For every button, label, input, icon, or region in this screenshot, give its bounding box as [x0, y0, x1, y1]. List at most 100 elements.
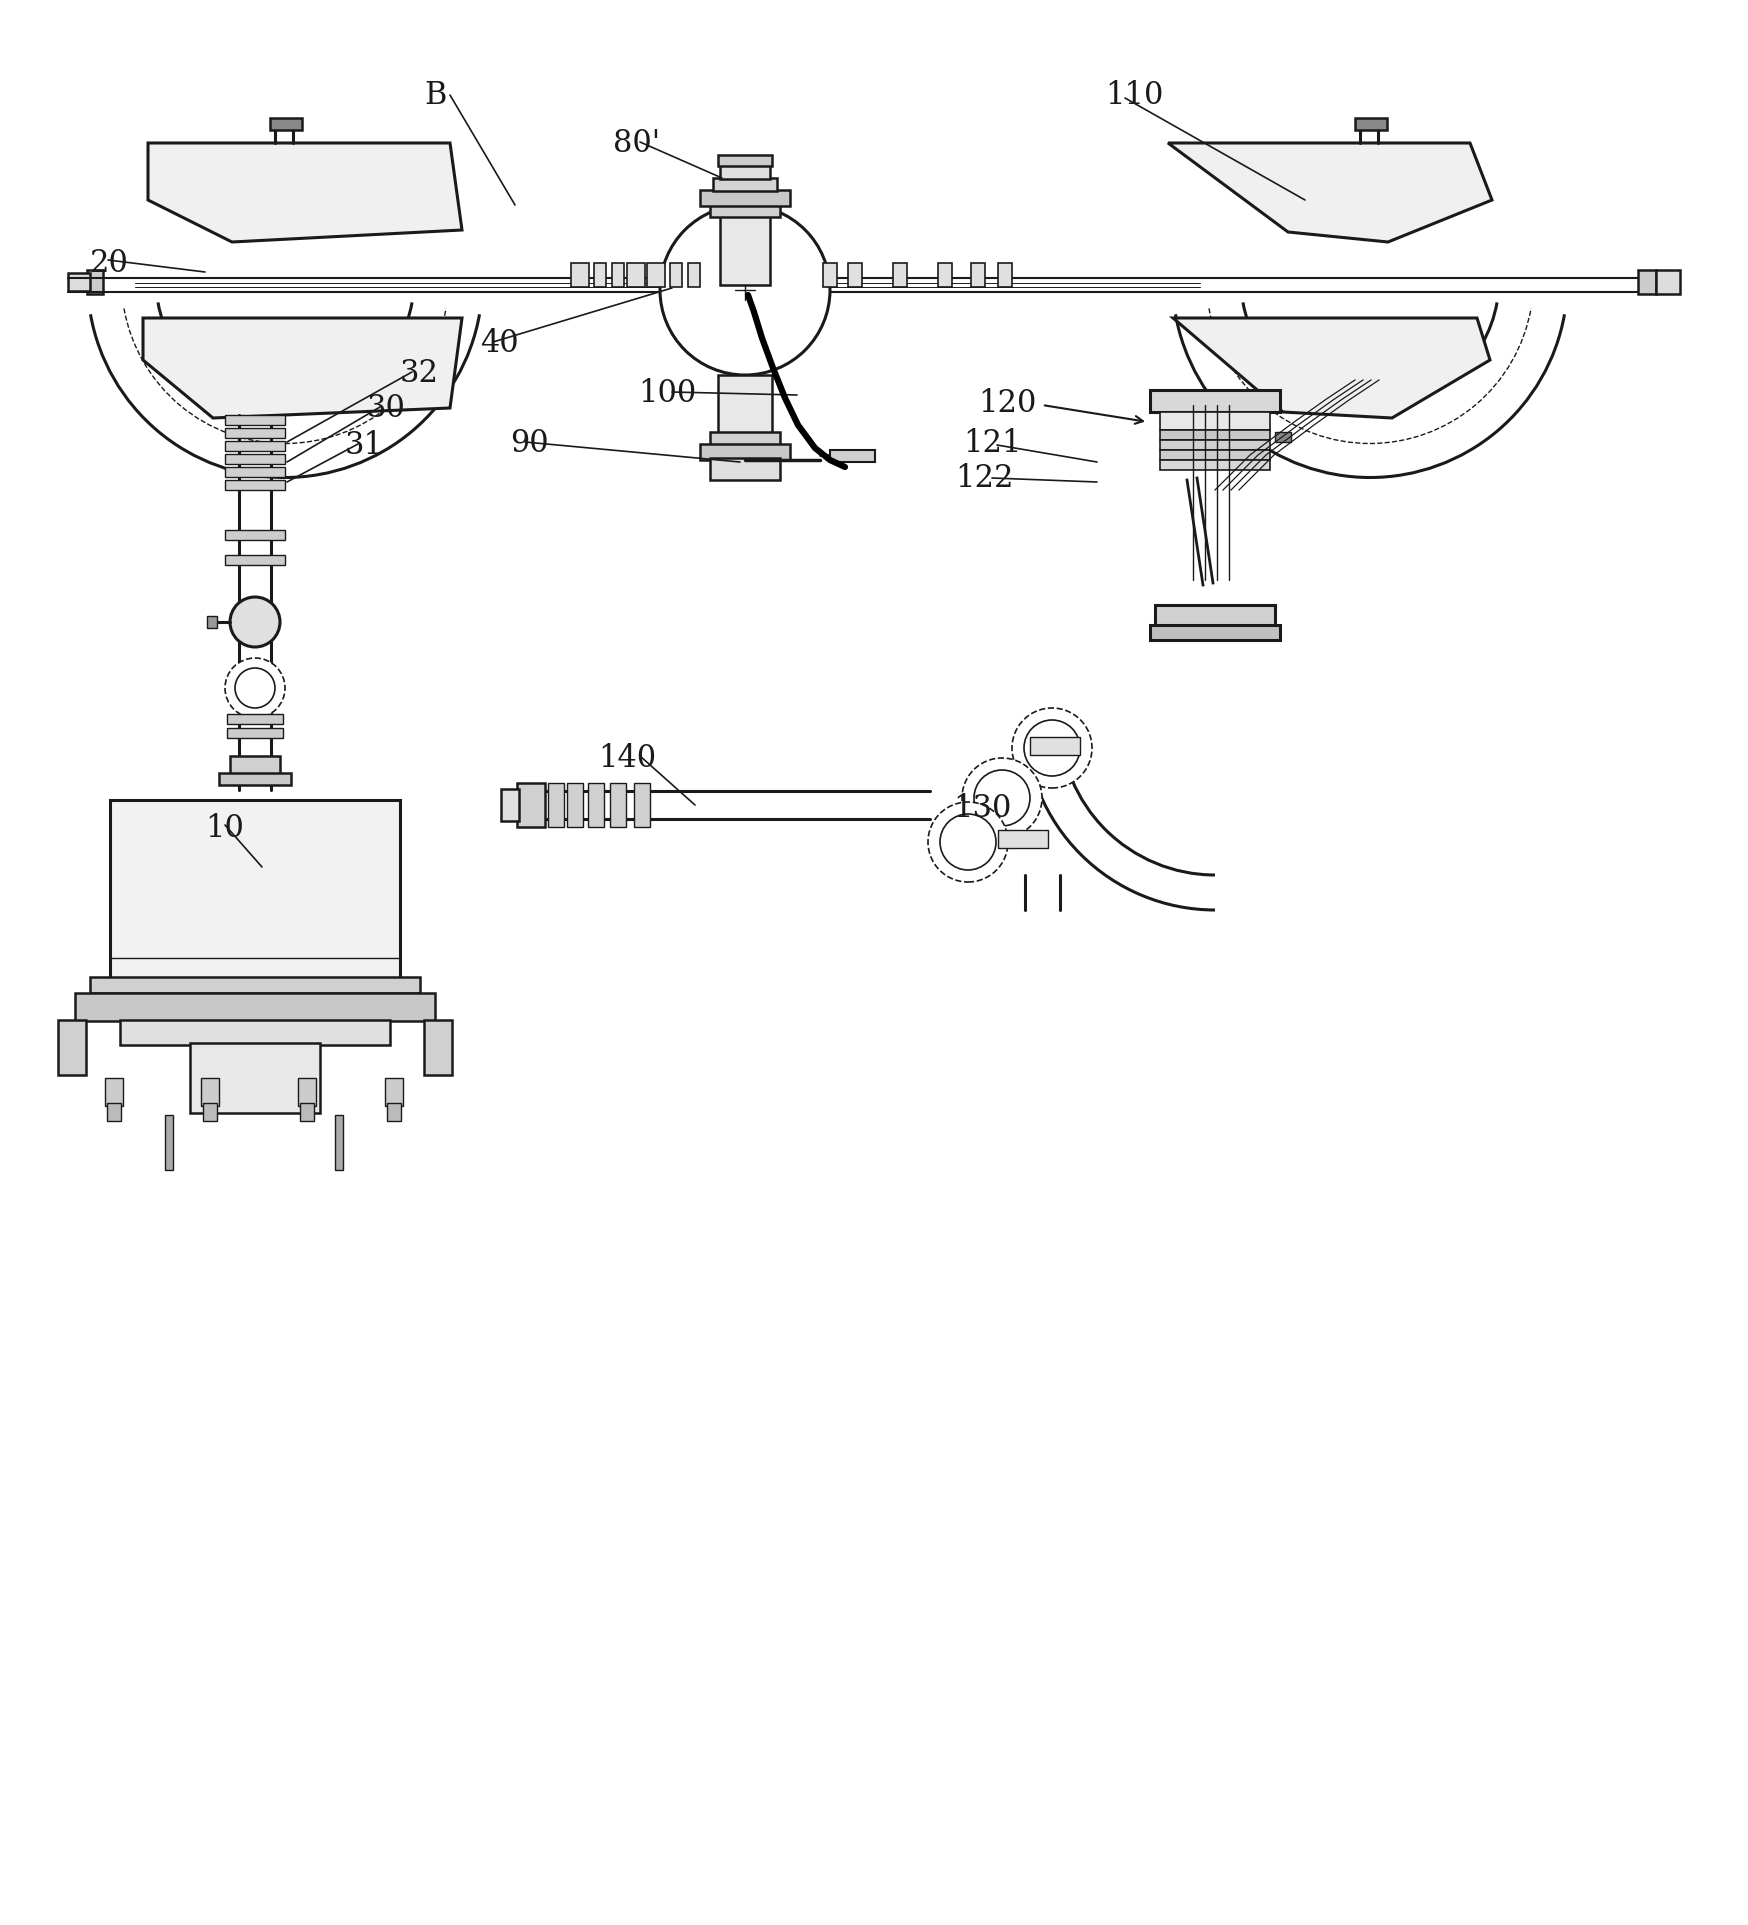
Bar — [225, 427, 285, 439]
Text: 80': 80' — [614, 127, 661, 160]
Bar — [121, 1020, 390, 1045]
Bar — [628, 264, 645, 287]
Circle shape — [225, 658, 285, 718]
Text: 32: 32 — [400, 358, 439, 389]
Polygon shape — [149, 142, 461, 243]
Text: 40: 40 — [481, 327, 519, 358]
Circle shape — [661, 204, 830, 375]
Bar — [1155, 604, 1274, 628]
Text: 122: 122 — [954, 464, 1014, 495]
Bar — [699, 191, 790, 206]
Bar — [1150, 391, 1280, 412]
Bar — [1274, 431, 1292, 443]
Circle shape — [231, 597, 280, 647]
Bar — [1161, 460, 1271, 470]
Bar — [612, 264, 624, 287]
Bar — [87, 270, 103, 295]
Circle shape — [928, 803, 1009, 882]
Bar — [1161, 441, 1271, 450]
Bar — [218, 774, 290, 785]
Bar — [68, 273, 89, 291]
Text: 31: 31 — [344, 429, 385, 460]
Bar — [587, 783, 605, 828]
Bar — [225, 529, 285, 541]
Circle shape — [1012, 708, 1092, 787]
Bar — [164, 1115, 173, 1170]
Bar — [610, 783, 626, 828]
Bar — [718, 156, 773, 166]
Bar — [710, 458, 780, 479]
Bar — [710, 431, 780, 447]
Bar — [720, 166, 771, 179]
Bar — [1355, 117, 1386, 131]
Bar — [502, 789, 519, 820]
Polygon shape — [1173, 318, 1489, 418]
Bar — [1161, 429, 1271, 441]
Text: 20: 20 — [89, 248, 129, 279]
Bar — [713, 177, 778, 191]
Bar — [206, 616, 217, 628]
Bar — [201, 1078, 218, 1107]
Bar — [970, 264, 986, 287]
Bar — [227, 714, 283, 724]
Bar — [699, 445, 790, 460]
Bar — [549, 783, 565, 828]
Bar — [893, 264, 907, 287]
Polygon shape — [1168, 142, 1493, 243]
Text: 130: 130 — [953, 793, 1012, 824]
Bar — [939, 264, 953, 287]
Bar — [110, 801, 400, 986]
Bar — [105, 1078, 122, 1107]
Bar — [594, 264, 607, 287]
Circle shape — [961, 758, 1042, 837]
Text: 121: 121 — [963, 427, 1021, 458]
Bar — [517, 783, 545, 828]
Bar — [269, 117, 302, 131]
Bar — [425, 1020, 453, 1074]
Bar — [58, 1020, 86, 1074]
Bar — [1150, 626, 1280, 639]
Bar — [1161, 450, 1271, 460]
Bar — [297, 1078, 316, 1107]
Text: 110: 110 — [1105, 81, 1164, 112]
Text: 10: 10 — [205, 812, 245, 843]
Bar — [669, 264, 682, 287]
Bar — [647, 264, 664, 287]
Bar — [720, 216, 771, 285]
Bar — [689, 264, 699, 287]
Bar — [635, 783, 650, 828]
Bar — [830, 450, 876, 462]
Bar — [1638, 270, 1655, 295]
Bar — [191, 1043, 320, 1113]
Circle shape — [940, 814, 996, 870]
Bar — [301, 1103, 315, 1120]
Bar — [225, 441, 285, 450]
Bar — [227, 728, 283, 737]
Bar — [231, 757, 280, 776]
Bar — [225, 554, 285, 566]
Bar — [572, 264, 589, 287]
Circle shape — [234, 668, 274, 708]
Bar — [386, 1103, 400, 1120]
Bar — [385, 1078, 404, 1107]
Bar — [1161, 412, 1271, 429]
Bar — [823, 264, 837, 287]
Bar — [566, 783, 584, 828]
Bar — [718, 375, 773, 435]
Bar — [998, 830, 1049, 849]
Bar — [225, 468, 285, 477]
Bar — [225, 454, 285, 464]
Bar — [998, 264, 1012, 287]
Polygon shape — [143, 318, 461, 418]
Bar — [89, 978, 420, 993]
Text: 30: 30 — [367, 393, 406, 424]
Text: 100: 100 — [638, 377, 696, 408]
Bar — [75, 993, 435, 1020]
Circle shape — [1024, 720, 1080, 776]
Bar — [848, 264, 862, 287]
Text: 90: 90 — [510, 427, 549, 458]
Bar — [1030, 737, 1080, 755]
Bar — [225, 479, 285, 491]
Text: 140: 140 — [598, 743, 656, 774]
Bar — [203, 1103, 217, 1120]
